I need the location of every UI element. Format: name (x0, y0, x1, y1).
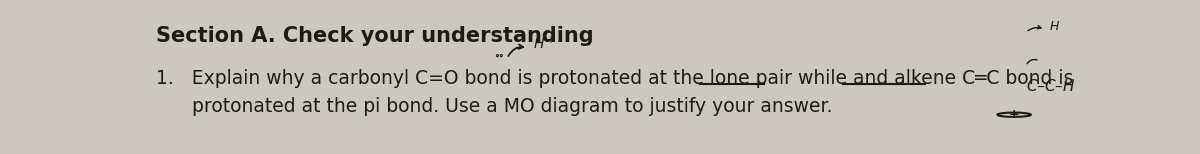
Text: +: + (1009, 108, 1020, 121)
Text: °°: °° (493, 54, 503, 63)
Text: $H^+$: $H^+$ (533, 35, 554, 53)
Text: $C–C–H$: $C–C–H$ (1026, 78, 1075, 94)
Text: Section A. Check your understanding: Section A. Check your understanding (156, 26, 594, 46)
Text: $H$: $H$ (1049, 20, 1060, 33)
Text: 1.   Explain why a carbonyl C=O bond is protonated at the lone pair while and al: 1. Explain why a carbonyl C=O bond is pr… (156, 69, 1074, 87)
Text: protonated at the pi bond. Use a MO diagram to justify your answer.: protonated at the pi bond. Use a MO diag… (156, 97, 833, 116)
